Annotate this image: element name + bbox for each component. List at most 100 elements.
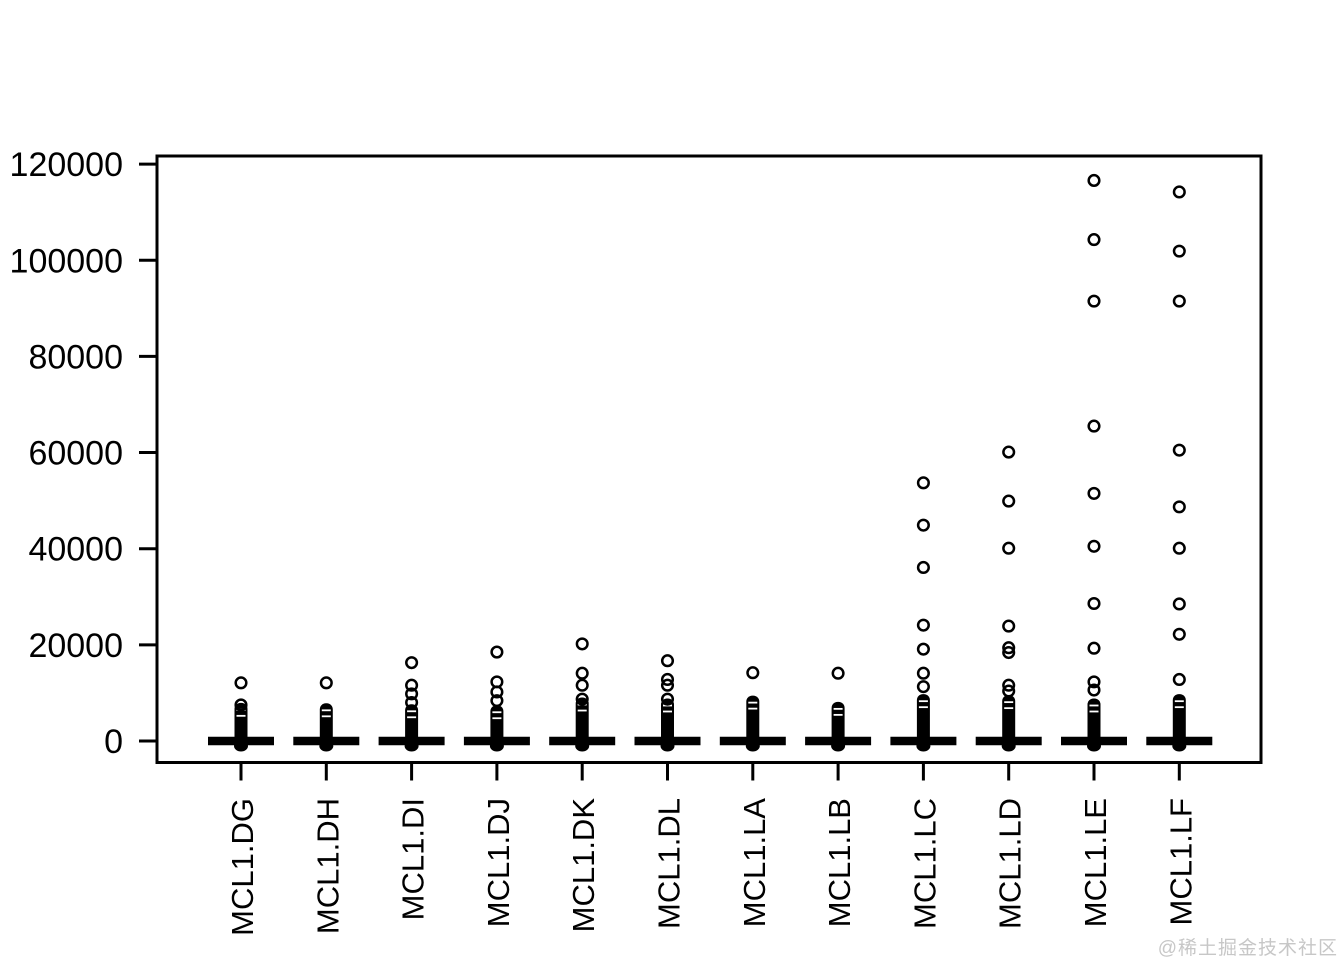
- outlier-point: [916, 560, 930, 574]
- outlier-point: [1087, 233, 1101, 247]
- x-tick-label: MCL1.LA: [737, 798, 772, 928]
- outlier-point: [1002, 445, 1016, 459]
- dense-outlier-stack: [405, 704, 419, 747]
- outlier-point: [916, 518, 930, 532]
- outlier-point: [1172, 627, 1186, 641]
- column-MCL1.LD: MCL1.LD: [975, 445, 1042, 929]
- column-MCL1.DL: MCL1.DL: [634, 654, 701, 929]
- y-tick-label: 20000: [28, 627, 123, 665]
- watermark: @稀土掘金技术社区: [1157, 938, 1338, 959]
- y-tick-label: 60000: [28, 435, 123, 473]
- outlier-point: [490, 645, 504, 659]
- low-outlier-blob: [575, 740, 590, 752]
- outlier-point: [1087, 596, 1101, 611]
- outlier-point: [746, 666, 760, 680]
- outlier-point: [1002, 684, 1016, 698]
- outlier-point: [916, 680, 930, 694]
- low-outlier-blob: [916, 740, 931, 752]
- column-MCL1.LB: MCL1.LB: [805, 666, 872, 927]
- y-tick-label: 120000: [10, 146, 123, 184]
- outlier-point: [1087, 173, 1101, 187]
- outlier-point: [916, 642, 930, 656]
- outlier-point: [1087, 486, 1101, 500]
- column-MCL1.LF: MCL1.LF: [1146, 185, 1213, 925]
- outlier-point: [1087, 683, 1101, 697]
- outlier-point: [1172, 294, 1186, 308]
- dense-outlier-stack: [319, 703, 333, 747]
- outlier-point: [660, 654, 675, 668]
- outlier-point: [1002, 541, 1016, 555]
- outlier-point: [405, 656, 419, 670]
- outlier-point: [916, 618, 930, 632]
- column-MCL1.LE: MCL1.LE: [1061, 173, 1127, 927]
- outlier-point: [1002, 678, 1016, 692]
- x-tick-label: MCL1.DH: [310, 798, 345, 934]
- outlier-point: [1002, 494, 1016, 508]
- x-tick-label: MCL1.DL: [652, 798, 687, 929]
- outlier-point: [1172, 541, 1186, 555]
- low-outlier-blob: [1172, 740, 1187, 752]
- outlier-point: [490, 694, 504, 708]
- x-tick-label: MCL1.LF: [1163, 798, 1198, 925]
- y-tick-label: 80000: [28, 338, 123, 376]
- outlier-point: [1087, 419, 1101, 433]
- y-tick-label: 40000: [28, 531, 123, 569]
- outlier-point: [575, 678, 589, 692]
- x-tick-label: MCL1.DG: [225, 798, 260, 936]
- outlier-point: [916, 666, 930, 680]
- low-outlier-blob: [745, 740, 760, 752]
- outlier-point: [831, 666, 845, 680]
- outlier-point: [405, 687, 419, 701]
- outlier-point: [490, 685, 504, 699]
- outlier-point: [1172, 185, 1186, 199]
- outlier-point: [1172, 500, 1186, 514]
- outlier-point: [916, 476, 930, 490]
- outlier-point: [660, 692, 675, 706]
- outlier-point: [1172, 672, 1186, 687]
- x-tick-label: MCL1.DK: [566, 798, 601, 933]
- x-tick-label: MCL1.LD: [993, 798, 1028, 929]
- column-MCL1.LA: MCL1.LA: [719, 666, 786, 928]
- outlier-point: [1002, 645, 1016, 660]
- outlier-point: [405, 695, 419, 710]
- outlier-point: [234, 698, 248, 712]
- x-tick-label: MCL1.DI: [396, 798, 431, 920]
- low-outlier-blob: [234, 740, 248, 752]
- outlier-point: [1002, 619, 1016, 633]
- plot-border: [155, 154, 1263, 764]
- column-MCL1.DJ: MCL1.DJ: [463, 645, 530, 927]
- outlier-point: [660, 678, 675, 692]
- column-MCL1.LC: MCL1.LC: [890, 476, 957, 929]
- y-tick-label: 100000: [10, 242, 123, 280]
- low-outlier-blob: [1001, 740, 1016, 752]
- y-tick-label: 0: [104, 723, 123, 761]
- outlier-point: [575, 637, 589, 651]
- outlier-point: [1002, 641, 1016, 655]
- dense-outlier-stack: [490, 705, 504, 747]
- column-MCL1.DH: MCL1.DH: [293, 676, 360, 934]
- column-MCL1.DG: MCL1.DG: [208, 676, 274, 936]
- low-outlier-blob: [660, 740, 675, 752]
- outlier-point: [319, 676, 333, 690]
- outlier-point: [1172, 443, 1186, 457]
- column-MCL1.DI: MCL1.DI: [378, 656, 445, 920]
- low-outlier-blob: [319, 740, 334, 752]
- x-tick-label: MCL1.DJ: [481, 798, 516, 927]
- dense-outlier-stack: [831, 701, 845, 747]
- dense-outlier-stack: [234, 702, 248, 747]
- outlier-point: [1087, 641, 1101, 655]
- outlier-point: [1087, 539, 1101, 553]
- outlier-point: [575, 666, 589, 680]
- low-outlier-blob: [1087, 740, 1101, 752]
- outlier-point: [234, 676, 248, 690]
- low-outlier-blob: [404, 740, 419, 752]
- x-tick-label: MCL1.LB: [822, 798, 857, 927]
- outlier-point: [1087, 675, 1101, 689]
- x-tick-label: MCL1.LE: [1078, 798, 1113, 927]
- outlier-point: [1172, 244, 1186, 258]
- outlier-point: [1087, 294, 1101, 308]
- y-axis: 0 20000 40000 60000 80000 100000 120000: [10, 146, 157, 761]
- column-MCL1.DK: MCL1.DK: [549, 637, 616, 933]
